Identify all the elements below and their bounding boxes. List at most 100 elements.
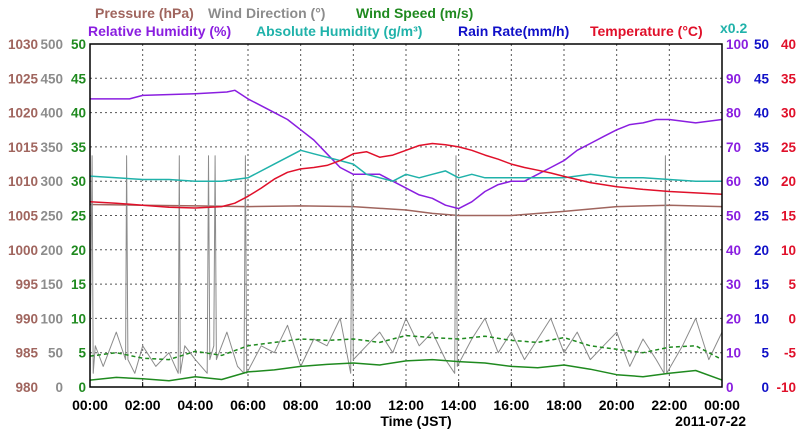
axis-tick-relative-humidity: 30 [726,277,741,292]
axis-tick-rain-rate: 15 [754,277,770,292]
axis-tick-wind-direction: 450 [40,71,63,86]
series-line-6 [89,142,723,209]
axis-tick-wind-speed: 20 [71,243,86,258]
axis-tick-wind-direction: 350 [40,140,63,155]
x-tick-label: 08:00 [283,397,319,413]
axis-tick-rain-rate: 5 [761,346,769,361]
axis-tick-wind-speed: 50 [71,37,86,52]
x-tick-label: 00:00 [704,397,740,413]
axis-tick-temperature: 40 [781,37,796,52]
axis-tick-wind-direction: 0 [55,380,63,395]
x-tick-label: 18:00 [546,397,582,413]
axis-tick-pressure: 1010 [8,174,38,189]
axis-tick-rain-rate: 35 [754,140,770,155]
axis-tick-relative-humidity: 60 [726,174,741,189]
legend-absolute-humidity: Absolute Humidity (g/m³) [256,23,422,39]
axis-tick-wind-speed: 15 [71,277,87,292]
axis-tick-wind-speed: 25 [71,209,87,224]
series-layer [89,89,723,382]
axis-tick-wind-speed: 0 [78,380,86,395]
axis-tick-temperature: 30 [781,106,796,121]
axis-tick-relative-humidity: 50 [726,209,741,224]
axis-tick-wind-direction: 250 [40,209,63,224]
axis-tick-pressure: 1020 [8,106,38,121]
axis-tick-wind-direction: 400 [40,106,63,121]
axis-tick-pressure: 1030 [8,37,38,52]
axis-tick-temperature: 0 [788,311,796,326]
x-tick-label: 10:00 [335,397,371,413]
x-axis-ticks: 00:00 02:00 04:00 06:00 08:00 10:00 12:00 14:00… [72,382,740,413]
axis-tick-pressure: 995 [15,277,38,292]
axis-tick-pressure: 1025 [8,71,39,86]
x-axis-label: Time (JST) [380,413,451,429]
legend-relative-humidity: Relative Humidity (%) [88,23,231,39]
grid [90,44,722,387]
legend-scale-note: x0.2 [720,20,747,36]
axis-tick-wind-speed: 30 [71,174,86,189]
axis-tick-rain-rate: 0 [761,380,769,395]
axis-tick-wind-direction: 300 [40,174,63,189]
date-label: 2011-07-22 [675,413,746,429]
axis-tick-relative-humidity: 0 [726,380,734,395]
axis-tick-wind-direction: 500 [40,37,63,52]
axis-tick-wind-speed: 5 [78,346,86,361]
axis-tick-pressure: 1005 [8,209,39,224]
legend-wind-speed: Wind Speed (m/s) [356,5,473,21]
x-tick-label: 06:00 [230,397,266,413]
axis-tick-pressure: 985 [15,346,38,361]
axis-tick-wind-speed: 10 [71,311,86,326]
axis-tick-temperature: 10 [781,243,796,258]
axis-tick-wind-direction: 100 [40,311,63,326]
axis-tick-wind-direction: 50 [48,346,63,361]
axis-tick-relative-humidity: 70 [726,140,741,155]
axis-tick-wind-direction: 150 [40,277,63,292]
axis-tick-pressure: 1000 [8,243,38,258]
x-tick-label: 16:00 [493,397,529,413]
axis-tick-relative-humidity: 10 [726,346,741,361]
series-line-1 [89,155,723,374]
series-line-4 [90,89,723,210]
axis-tick-wind-speed: 35 [71,140,87,155]
series-line-5 [89,149,722,182]
axis-tick-wind-speed: 40 [71,106,86,121]
series-line-3 [89,334,723,361]
axis-tick-wind-direction: 200 [40,243,63,258]
x-tick-label: 20:00 [599,397,635,413]
axis-tick-temperature: 20 [781,174,796,189]
x-tick-label: 04:00 [177,397,213,413]
axis-tick-temperature: -5 [784,346,796,361]
axis-tick-temperature: 25 [781,140,797,155]
axis-tick-rain-rate: 50 [754,37,769,52]
axis-tick-wind-speed: 45 [71,71,87,86]
legend-wind-direction: Wind Direction (°) [208,5,325,21]
axis-tick-relative-humidity: 20 [726,311,741,326]
axis-tick-pressure: 990 [15,311,38,326]
axis-tick-rain-rate: 45 [754,71,770,86]
axis-tick-relative-humidity: 80 [726,106,741,121]
legend-temperature: Temperature (°C) [590,23,703,39]
series-line-0 [89,203,723,217]
axis-tick-temperature: 15 [781,209,797,224]
x-tick-label: 22:00 [651,397,687,413]
axis-tick-rain-rate: 20 [754,243,769,258]
legend-rain-rate: Rain Rate(mm/h) [458,23,569,39]
axis-tick-relative-humidity: 100 [726,37,749,52]
axis-tick-pressure: 980 [15,380,38,395]
x-tick-label: 12:00 [388,397,424,413]
axis-tick-temperature: 35 [781,71,797,86]
x-tick-label: 02:00 [125,397,161,413]
axis-tick-relative-humidity: 90 [726,71,741,86]
axis-tick-rain-rate: 30 [754,174,769,189]
x-tick-label: 00:00 [72,397,108,413]
series-line-2 [89,358,723,382]
axis-tick-rain-rate: 10 [754,311,769,326]
x-tick-label: 14:00 [441,397,477,413]
axis-tick-relative-humidity: 40 [726,243,741,258]
axis-tick-rain-rate: 25 [754,209,770,224]
axis-tick-rain-rate: 40 [754,106,769,121]
axis-tick-temperature: 5 [788,277,796,292]
axis-tick-pressure: 1015 [8,140,39,155]
axis-labels: 1030102510201015101010051000995990985980… [8,37,797,395]
axis-tick-temperature: -10 [776,380,796,395]
